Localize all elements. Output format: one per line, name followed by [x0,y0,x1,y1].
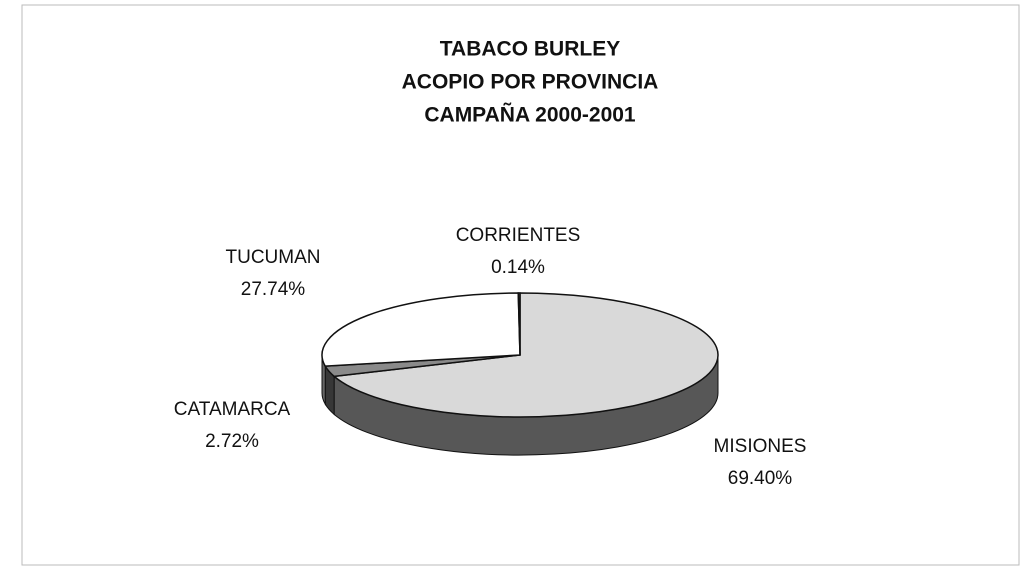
value-label: 69.40% [728,468,793,489]
value-label: 27.74% [241,279,306,300]
chart-title: TABACO BURLEY [440,38,620,61]
slice-label: TUCUMAN [226,247,321,268]
value-label: 2.72% [205,431,259,452]
slice-label: MISIONES [714,436,807,457]
value-label: 0.14% [491,257,545,278]
slice [332,292,719,418]
chart-title: ACOPIO POR PROVINCIA [402,71,659,94]
slice-label: CATAMARCA [174,399,291,420]
slice [321,292,521,367]
slice-label: CORRIENTES [456,225,581,246]
chart-frame [21,4,1020,566]
chart-title: CAMPAÑA 2000-2001 [424,104,636,127]
slice [517,292,521,356]
